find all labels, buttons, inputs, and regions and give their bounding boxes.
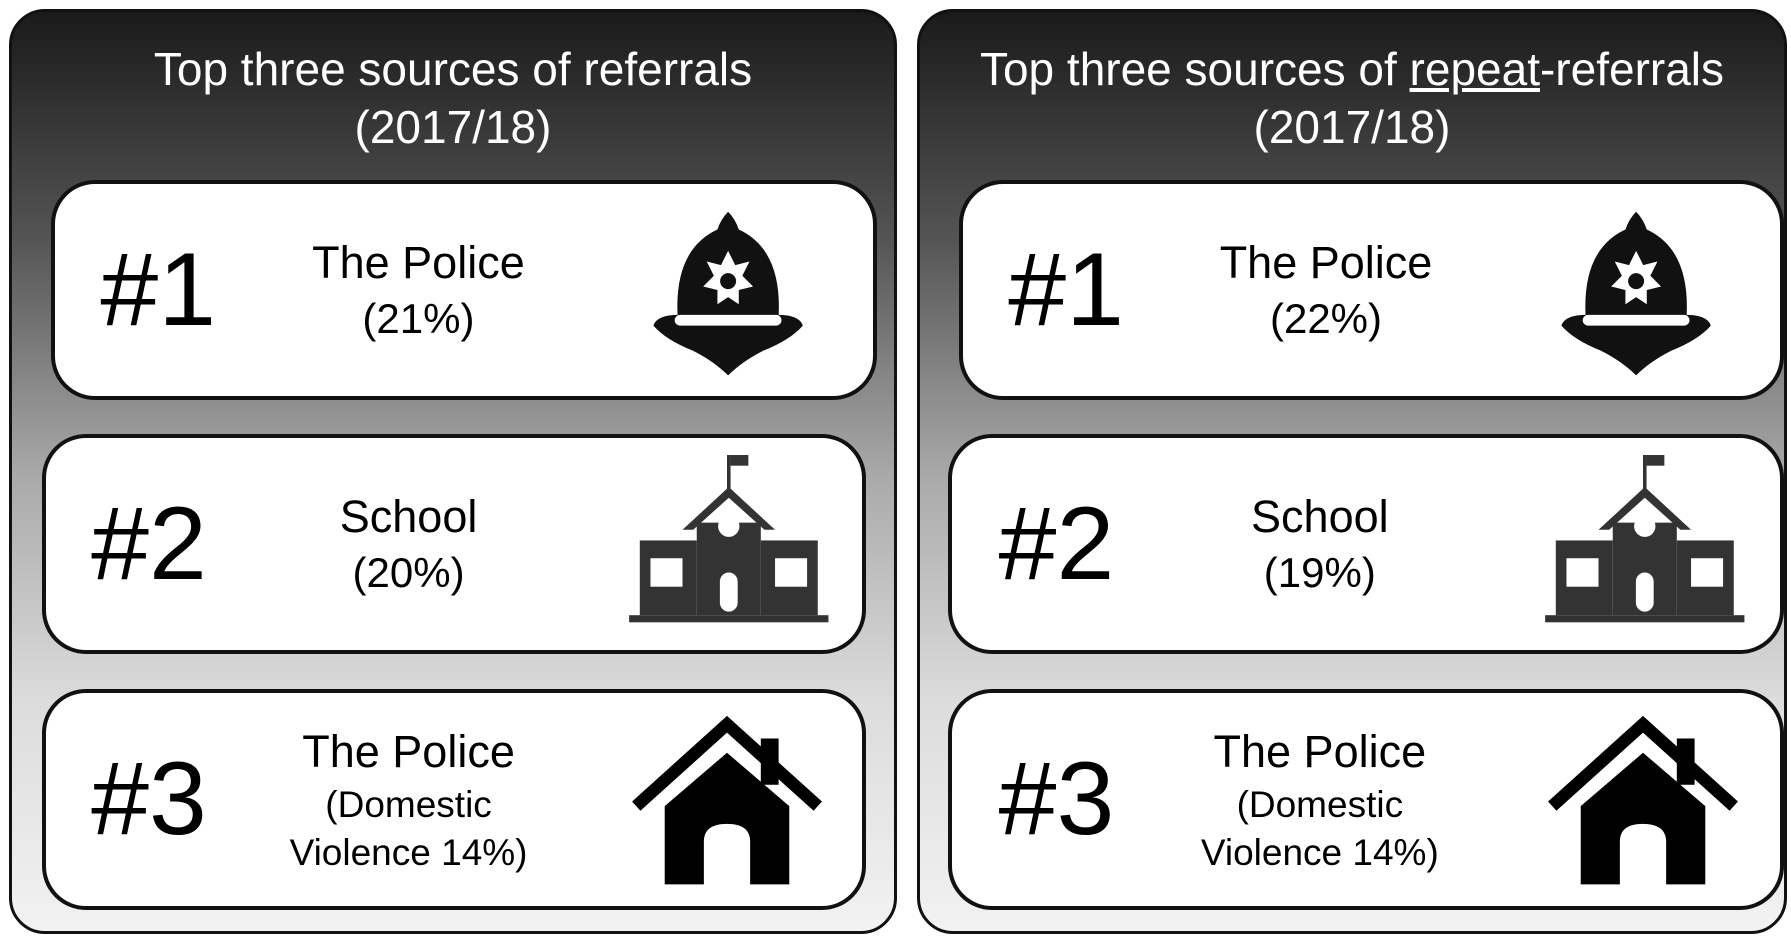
source-text: School (19%) [1170,438,1470,650]
helmet-badge-center [720,273,737,290]
rank: #2 [998,485,1115,602]
school-window [1690,558,1723,587]
school-roof [682,487,775,530]
source-text: School (20%) [259,438,559,650]
source-text: The Police (Domestic Violence 14%) [259,693,559,906]
school-base [1544,615,1744,623]
source-icon [1544,455,1744,623]
source-line: (20%) [352,549,465,596]
school-flagpole [726,455,731,495]
helmet-band [675,314,782,326]
school-door [719,572,738,612]
source-line: (22%) [1269,295,1383,342]
source-card: #2 School (20%) [42,434,866,654]
source-card: #3 The Police (Domestic Violence 14%) [42,689,866,910]
school-window [1565,558,1599,587]
icon [622,446,832,647]
source-card: #3 The Police (Domestic Violence 14%) [948,689,1784,910]
icon [622,701,832,902]
source-line: (19%) [1263,549,1376,596]
school-clock [1633,515,1655,537]
helmet-brim [1560,314,1711,376]
rank: #1 [100,231,217,348]
rank: #2 [91,485,207,602]
source-line: (Domestic [1236,783,1404,825]
source-line: The Police [1213,725,1427,777]
source-card: #1 The Police (21%) [51,180,877,400]
title-year: (2017/18) [1253,101,1451,153]
helmet-brim [653,314,804,376]
title-text: Top three sources of [979,43,1410,95]
title-line: Top three sources of referrals [9,40,897,98]
icon [1538,446,1748,647]
panel-title: Top three sources of referrals (2017/18) [9,40,897,156]
school-base [628,615,829,623]
source-card: #1 The Police (22%) [959,180,1784,400]
source-line: (21%) [362,295,475,342]
rank: #3 [91,741,207,857]
house-body [1580,752,1705,885]
source-line: School [1251,491,1389,542]
source-icon [631,715,822,885]
source-icon [1560,211,1711,376]
title-underlined: repeat [1409,43,1540,95]
source-card: #2 School (19%) [948,434,1784,654]
rank: #3 [998,741,1115,857]
source-line: School [339,491,478,542]
source-text: The Police (Domestic Violence 14%) [1170,693,1470,906]
source-icon [628,455,829,623]
house-roof [1547,715,1738,811]
source-line: The Police [312,237,525,288]
school-door [1635,572,1654,612]
source-line: Violence 14%) [289,831,528,873]
icon [1538,701,1748,902]
school-window [650,558,683,587]
title-text: -referrals [1539,43,1725,95]
source-icon [653,211,804,376]
title-line: Top three sources of repeat-referrals [917,40,1787,98]
source-line: Violence 14%) [1200,831,1439,873]
school-window [774,558,807,587]
helmet-badge-center [1627,273,1644,290]
source-text: The Police (21%) [268,184,568,396]
school-flagpole [1642,455,1647,495]
title-text: Top three sources of referrals [153,43,753,95]
source-text: The Police (22%) [1176,184,1476,396]
school-clock [717,515,740,537]
house-body [664,752,789,885]
school-roof [1598,487,1691,530]
title-year: (2017/18) [354,101,552,153]
source-line: (Domestic [325,783,492,825]
school-flag [1646,455,1664,466]
house-roof [631,715,822,811]
icon [1540,192,1750,393]
panel-title: Top three sources of repeat-referrals (20… [917,40,1787,156]
source-icon [1547,715,1738,885]
helmet-band [1582,314,1689,326]
school-flag [730,455,749,466]
icon [632,192,842,393]
rank: #1 [1008,231,1124,348]
source-line: The Police [1219,237,1433,288]
source-line: The Police [302,725,515,777]
